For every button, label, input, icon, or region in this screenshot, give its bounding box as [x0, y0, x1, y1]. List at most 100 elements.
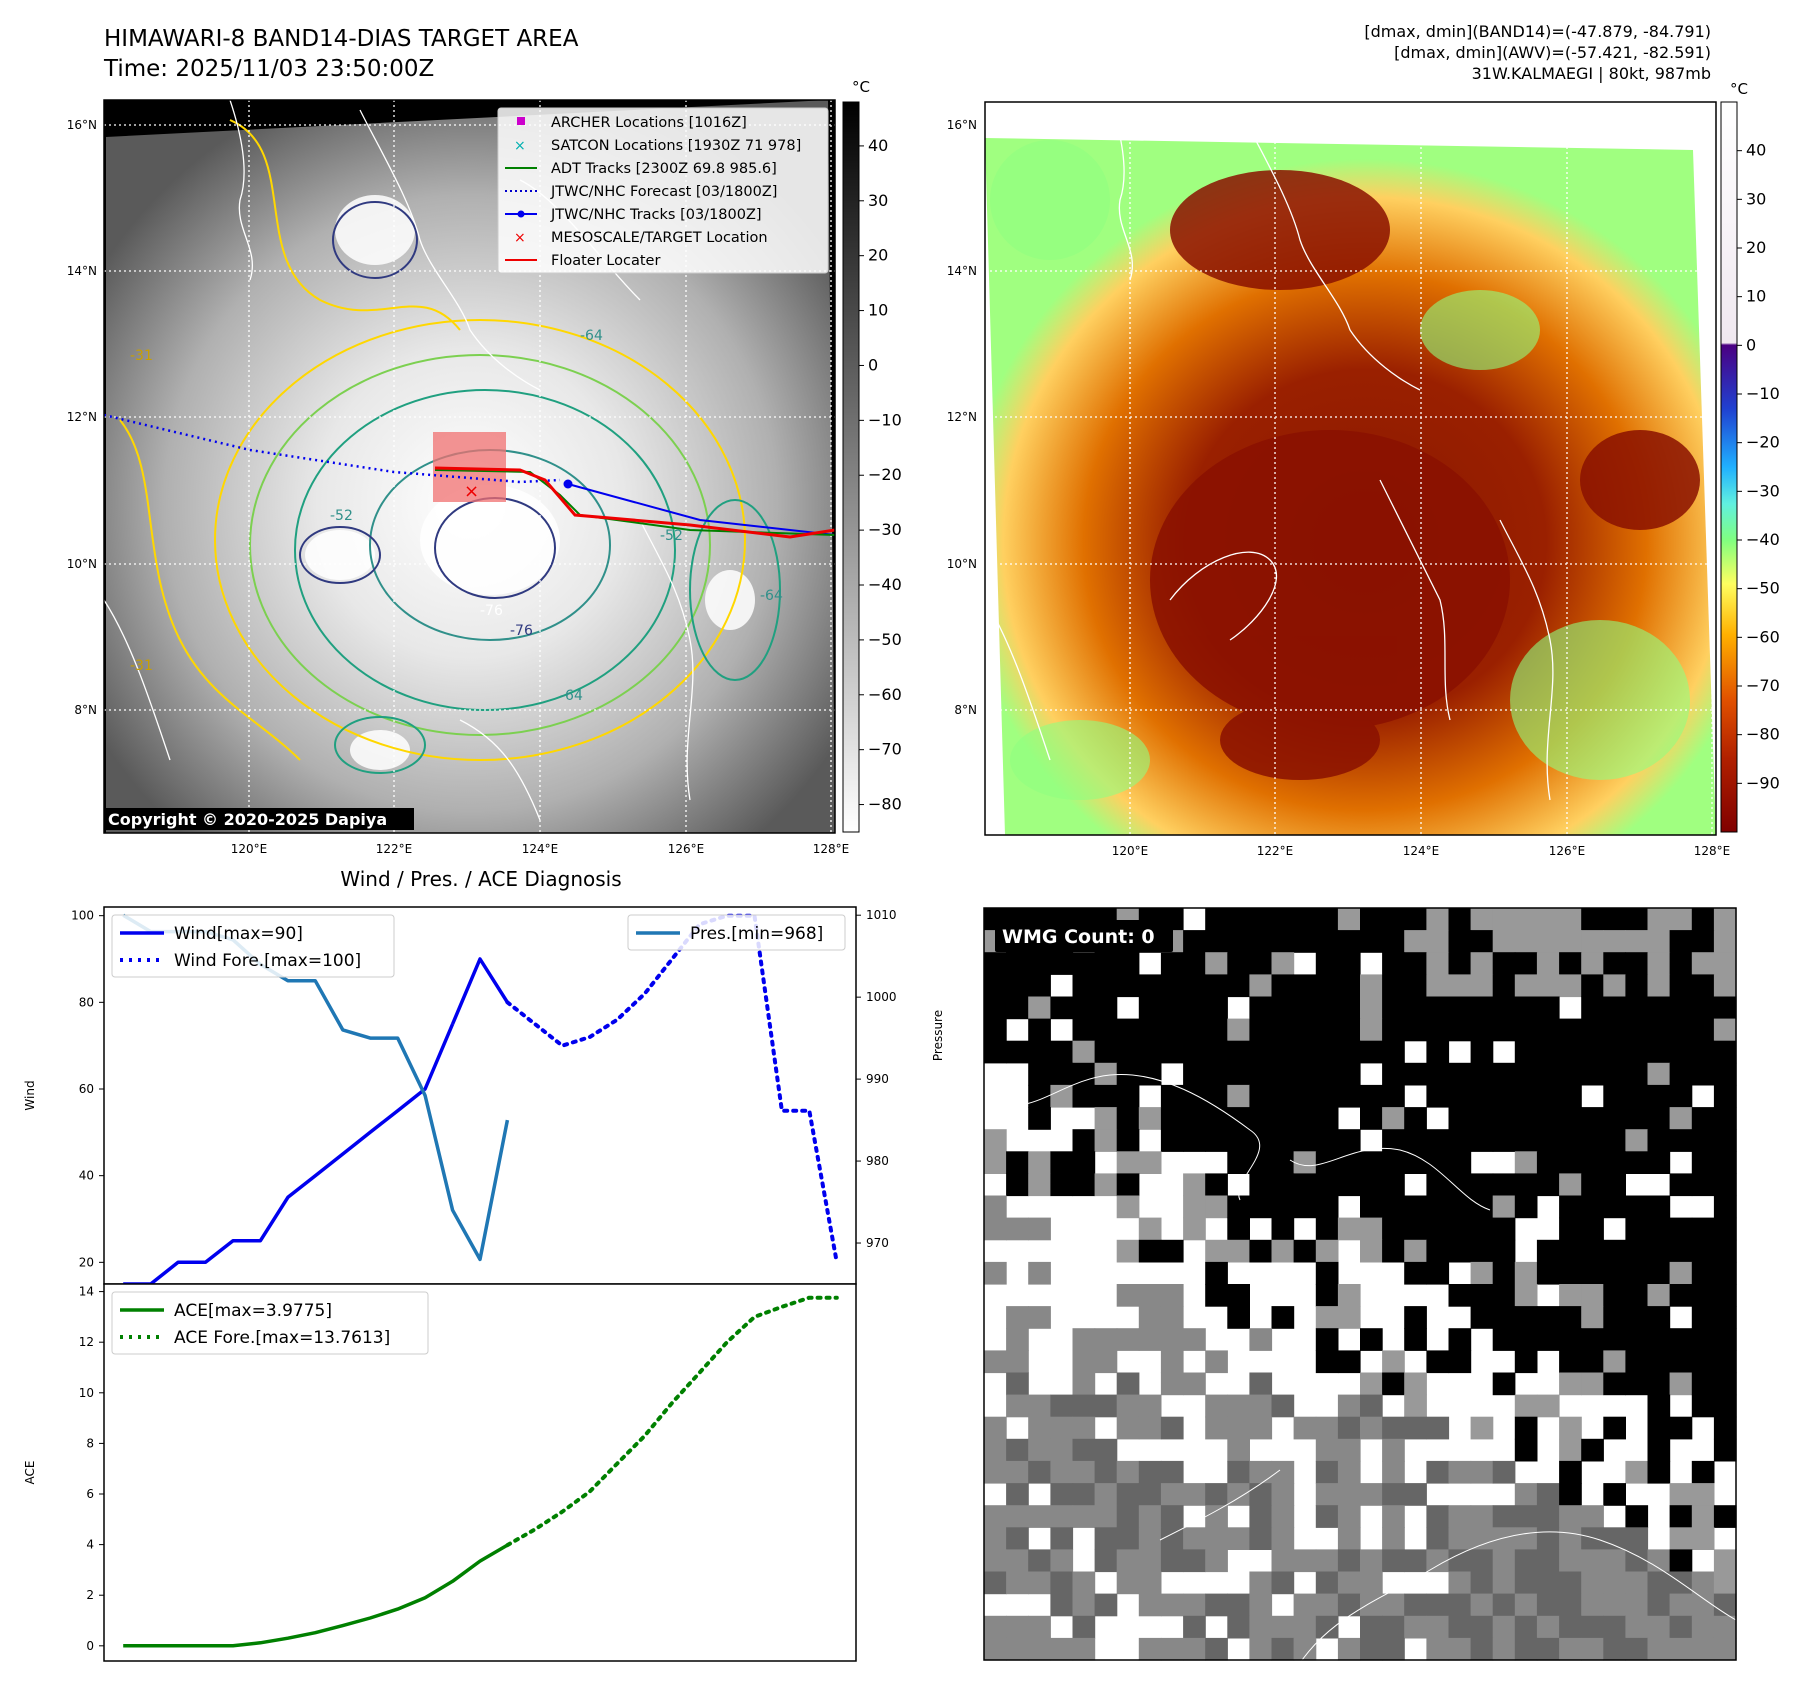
wmg-cell: [1382, 1239, 1405, 1263]
wmg-cell: [1404, 1615, 1427, 1639]
wmg-cell: [1559, 1107, 1582, 1130]
wmg-cell: [1669, 1284, 1693, 1307]
wmg-cell: [1315, 1217, 1339, 1241]
wmg-cell: [1514, 1306, 1538, 1329]
awv-coastlines: [985, 102, 1554, 801]
ir-coastlines: [104, 100, 694, 821]
wmg-cell: [1249, 1040, 1273, 1064]
wmg-cell: [1603, 1416, 1626, 1440]
wmg-cell: [1382, 1084, 1405, 1108]
wmg-cell: [1160, 1239, 1184, 1263]
wmg-cell: [1492, 1018, 1516, 1042]
wmg-cell: [1492, 1261, 1516, 1285]
wmg-cell: [1470, 1416, 1494, 1440]
wmg-cell: [1603, 1173, 1626, 1197]
wmg-cell: [1028, 996, 1051, 1020]
y-right-tick-label: 1010: [866, 908, 897, 922]
wmg-cell: [1426, 1615, 1450, 1639]
awv-lat-label: 10°N: [947, 557, 977, 571]
wmg-cell: [1669, 1173, 1693, 1197]
wmg-cell: [1006, 1505, 1029, 1528]
wmg-cell: [1337, 996, 1361, 1020]
wmg-cell: [1271, 1483, 1295, 1506]
wmg-cell: [1160, 1306, 1184, 1329]
wmg-frame: [983, 907, 1737, 1661]
wmg-cell: [1514, 1615, 1538, 1639]
wmg-cell: [1470, 1062, 1494, 1086]
wmg-cell: [1293, 1151, 1317, 1174]
wmg-cell: [1514, 1350, 1538, 1374]
ir-colorbar: °C 40 30 20 10 0 −10 −20 −30 −40 −50 −60 −70 −80: [842, 78, 902, 833]
wmg-cell: [1514, 1284, 1538, 1307]
wmg-cell: [984, 1460, 1007, 1484]
wmg-cell: [1337, 974, 1361, 998]
info-line1: [dmax, dmin](BAND14)=(-47.879, -84.791): [1364, 22, 1711, 41]
wmg-cell: [1426, 1151, 1450, 1174]
wmg-cell: [1028, 1151, 1051, 1174]
wmg-cell: [1470, 930, 1494, 953]
wmg-cell: [1691, 1173, 1715, 1197]
wmg-cell: [1138, 1040, 1162, 1064]
wmg-cell: [1470, 1615, 1494, 1639]
y-tick-label: 12: [79, 1335, 94, 1349]
wmg-cell: [1559, 1195, 1582, 1219]
wmg-cell: [1205, 1637, 1228, 1661]
wmg-cell: [1227, 1107, 1250, 1130]
wmg-cell: [1470, 1505, 1494, 1528]
wmg-cell: [1205, 1549, 1228, 1573]
wmg-cell: [1315, 974, 1339, 998]
wmg-cell: [1492, 1107, 1516, 1130]
wmg-cell: [1691, 1350, 1715, 1374]
ir-lat-label: 12°N: [67, 410, 97, 424]
wmg-cell: [1271, 1151, 1295, 1174]
wmg-cell: [1271, 1637, 1295, 1661]
wmg-cell: [1205, 952, 1228, 975]
wmg-cell: [1514, 1416, 1538, 1440]
wmg-cell: [1072, 1593, 1096, 1617]
wmg-cell: [1028, 1062, 1051, 1086]
wmg-cell: [1315, 1062, 1339, 1086]
wmg-cell: [1205, 1394, 1228, 1418]
wmg-cell: [1183, 996, 1206, 1020]
wmg-cell: [1581, 1284, 1604, 1307]
wmg-cell: [1006, 1350, 1029, 1374]
wmg-cell: [1050, 1416, 1074, 1440]
wmg-cell: [1050, 1084, 1074, 1108]
wmg-cell: [1426, 1527, 1450, 1550]
wmg-cell: [1559, 1040, 1582, 1064]
wmg-cell: [1249, 974, 1273, 998]
wmg-cell: [1669, 1372, 1693, 1396]
wmg-cell: [1426, 1460, 1450, 1484]
wmg-cell: [1404, 1593, 1427, 1617]
wmg-cell: [1360, 996, 1383, 1020]
legend-item-label: MESOSCALE/TARGET Location: [551, 230, 768, 246]
wmg-cell: [1116, 1328, 1140, 1351]
wmg-cell: [1050, 1040, 1074, 1064]
wmg-cell: [1249, 1195, 1273, 1219]
wmg-cell: [1713, 1328, 1737, 1351]
wmg-cell: [1072, 1615, 1096, 1639]
wmg-cell: [1205, 1284, 1228, 1307]
wmg-cell: [1205, 1084, 1228, 1108]
y-tick-label: 6: [86, 1487, 94, 1501]
colorbar-tick-label: −50: [1746, 579, 1780, 598]
wmg-cell: [1470, 1107, 1494, 1130]
colorbar-tick-label: 10: [868, 301, 888, 320]
wmg-cell: [1072, 1505, 1096, 1528]
wmg-cell: [1514, 1571, 1538, 1595]
wmg-cell: [1116, 1129, 1140, 1152]
wmg-grid: [984, 908, 1737, 1661]
y-tick-label: 0: [86, 1639, 94, 1653]
wmg-cell: [1404, 1195, 1427, 1219]
wmg-cell: [1426, 996, 1450, 1020]
wmg-cell: [1160, 1018, 1184, 1042]
wmg-cell: [1094, 1173, 1118, 1197]
wmg-cell: [1691, 1107, 1715, 1130]
wmg-cell: [1337, 1018, 1361, 1042]
wmg-cell: [1205, 1129, 1228, 1152]
wmg-cell: [1448, 1549, 1472, 1573]
wmg-cell: [1669, 1593, 1693, 1617]
wmg-cell: [1448, 1284, 1472, 1307]
wmg-cell: [1227, 1394, 1250, 1418]
wmg-cell: [1625, 1217, 1649, 1241]
